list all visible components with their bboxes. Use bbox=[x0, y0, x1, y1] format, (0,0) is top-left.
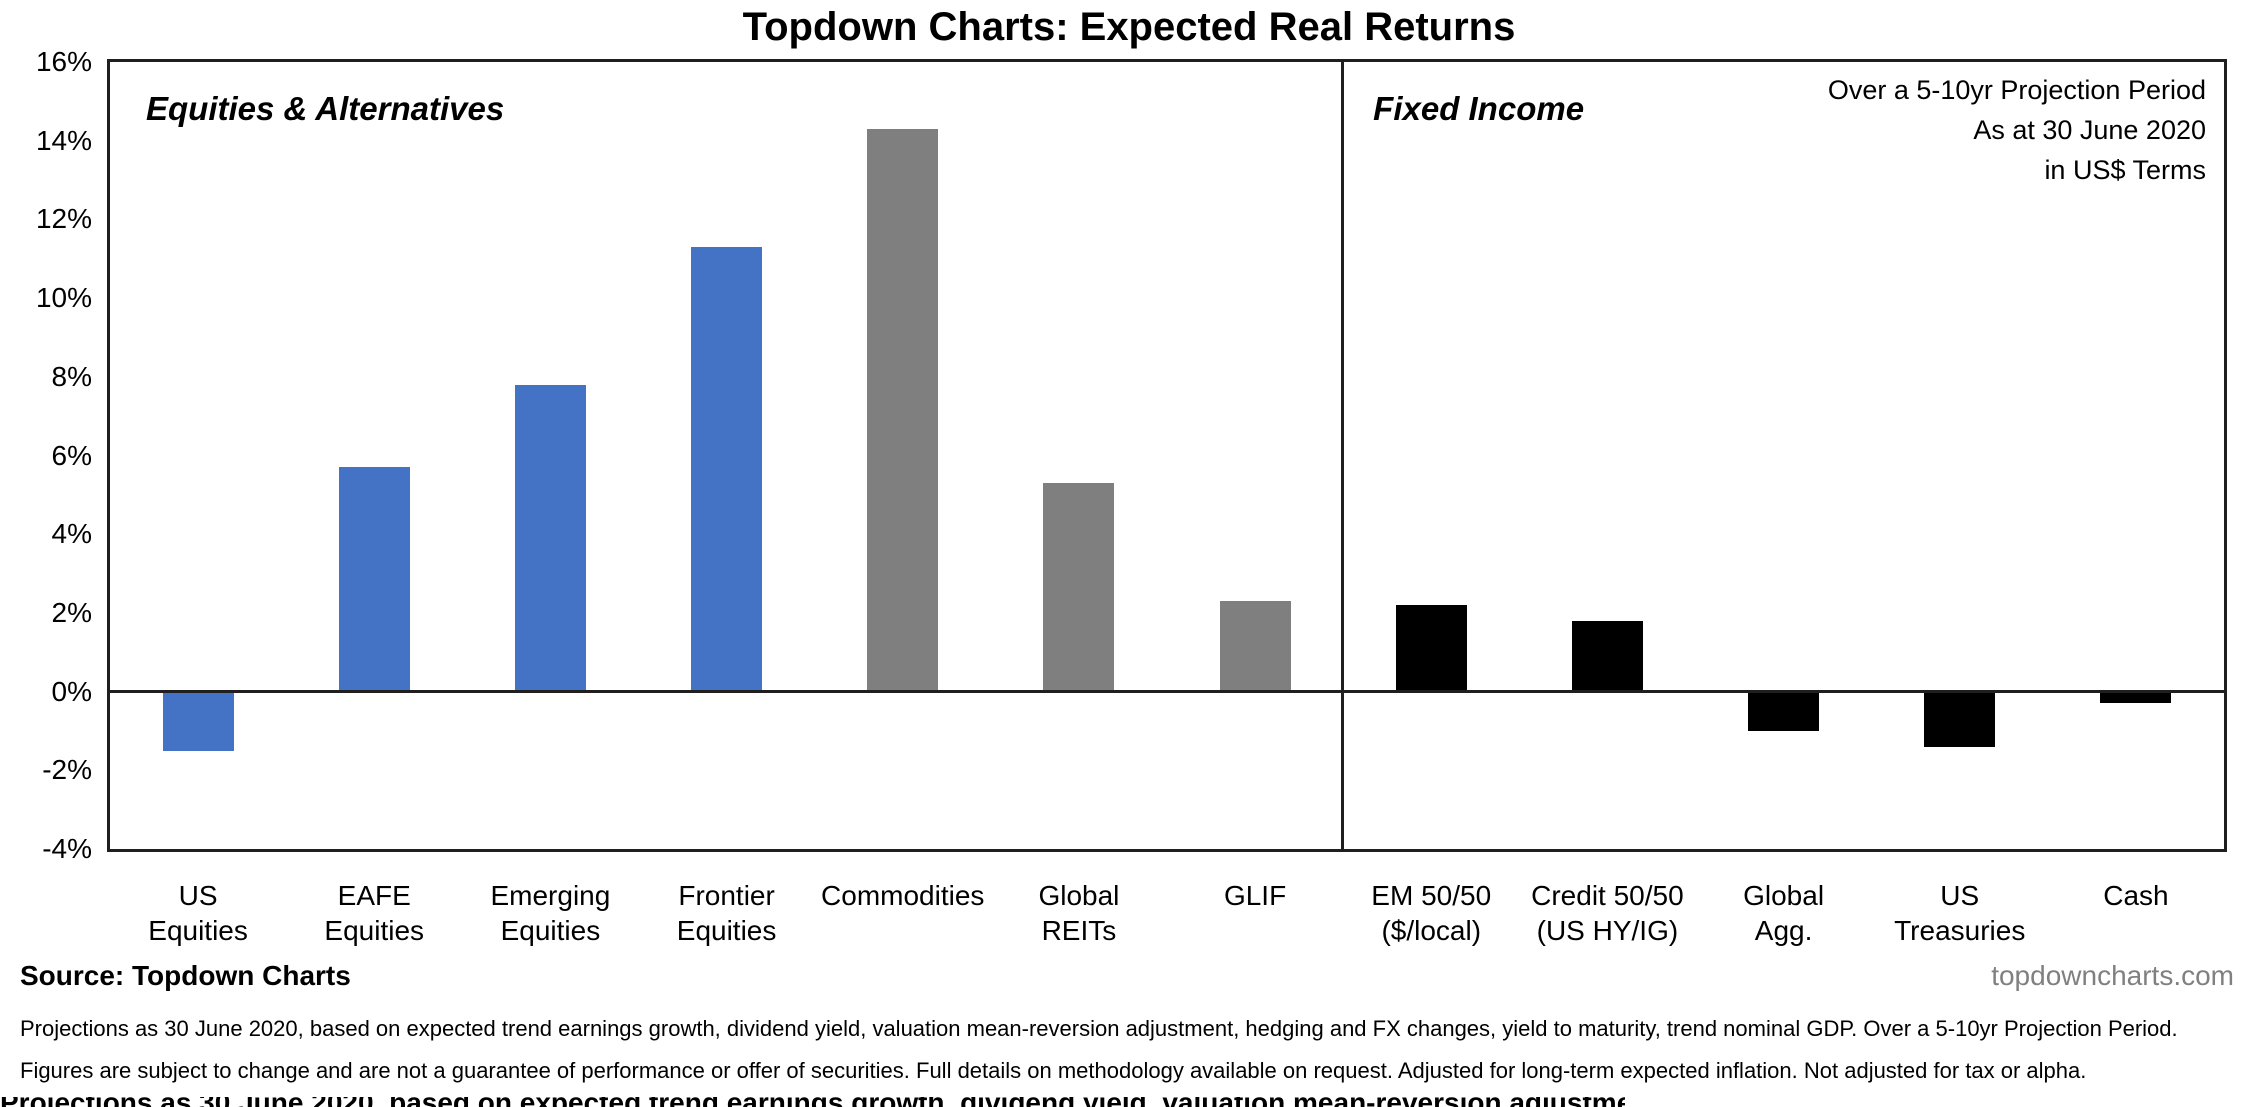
y-tick-2: 2% bbox=[51, 596, 92, 628]
projection-period-note: Over a 5-10yr Projection Period As at 30 … bbox=[1828, 70, 2206, 190]
bar-us-treasuries bbox=[1924, 691, 1996, 747]
y-tick-16: 16% bbox=[35, 46, 92, 77]
bar-glif bbox=[1219, 601, 1291, 692]
bar-emerging-equities bbox=[514, 384, 586, 692]
bar-frontier-equities bbox=[691, 246, 763, 692]
x-label-frontier-equities: Frontier Equities bbox=[676, 880, 777, 946]
website-label: topdowncharts.com bbox=[1991, 960, 2234, 991]
x-label-commodities: Commodities bbox=[821, 880, 985, 911]
zero-axis-line bbox=[110, 689, 2224, 693]
x-label-eafe-equities: EAFE Equities bbox=[324, 880, 425, 946]
y-tick-2: -2% bbox=[42, 754, 92, 786]
x-label-glif: GLIF bbox=[1223, 880, 1287, 911]
bar-em-50-50-local bbox=[1395, 605, 1467, 692]
x-label-us-equities: US Equities bbox=[148, 880, 248, 946]
y-tick-14: 14% bbox=[35, 124, 92, 156]
cutoff-text-line: Projections as 30 June 2020, based on ex… bbox=[0, 1097, 1625, 1107]
y-tick-8: 8% bbox=[51, 360, 92, 392]
chart-title: Topdown Charts: Expected Real Returns bbox=[742, 5, 1516, 49]
y-tick-6: 6% bbox=[51, 439, 92, 471]
x-label-credit-50-50-us-hy-ig: Credit 50/50 (US HY/IG) bbox=[1531, 880, 1684, 946]
x-label-cash: Cash bbox=[2103, 880, 2169, 911]
section-divider-line bbox=[1341, 62, 1345, 849]
y-tick-4: 4% bbox=[51, 518, 92, 550]
y-tick-12: 12% bbox=[35, 203, 92, 235]
x-label-emerging-equities: Emerging Equities bbox=[490, 880, 611, 946]
note-line-1: Over a 5-10yr Projection Period bbox=[1827, 75, 2206, 105]
bar-us-equities bbox=[162, 691, 234, 751]
bar-credit-50-50-us-hy-ig bbox=[1571, 620, 1643, 692]
note-line-3: in US$ Terms bbox=[2044, 155, 2206, 185]
x-label-us-treasuries: US Treasuries bbox=[1894, 880, 2026, 946]
x-label-global-reits: Global REITs bbox=[1038, 880, 1120, 946]
section-label-fixed-income: Fixed Income bbox=[1373, 90, 1585, 127]
bar-eafe-equities bbox=[338, 467, 410, 692]
plot-area: Equities & Alternatives Fixed Income Ove… bbox=[107, 59, 2227, 852]
bar-cash bbox=[2100, 691, 2172, 704]
x-label-em-50-50-local: EM 50/50 ($/local) bbox=[1371, 880, 1492, 946]
y-tick-10: 10% bbox=[35, 282, 92, 314]
bar-global-reits bbox=[1043, 483, 1115, 692]
source-label: Source: Topdown Charts bbox=[20, 960, 351, 991]
y-tick-0: 0% bbox=[51, 675, 92, 707]
x-label-global-agg: Global Agg. bbox=[1743, 880, 1825, 946]
disclaimer-line-1: Projections as 30 June 2020, based on ex… bbox=[20, 1016, 2178, 1041]
disclaimer-line-2: Figures are subject to change and are no… bbox=[20, 1058, 2087, 1083]
section-label-equities-alternatives: Equities & Alternatives bbox=[146, 90, 505, 127]
bar-commodities bbox=[867, 128, 939, 692]
bar-global-agg bbox=[1748, 691, 1820, 731]
cutoff-text-band: Projections as 30 June 2020, based on ex… bbox=[0, 1097, 1625, 1107]
y-tick-4: -4% bbox=[42, 833, 92, 864]
note-line-2: As at 30 June 2020 bbox=[1973, 115, 2206, 145]
